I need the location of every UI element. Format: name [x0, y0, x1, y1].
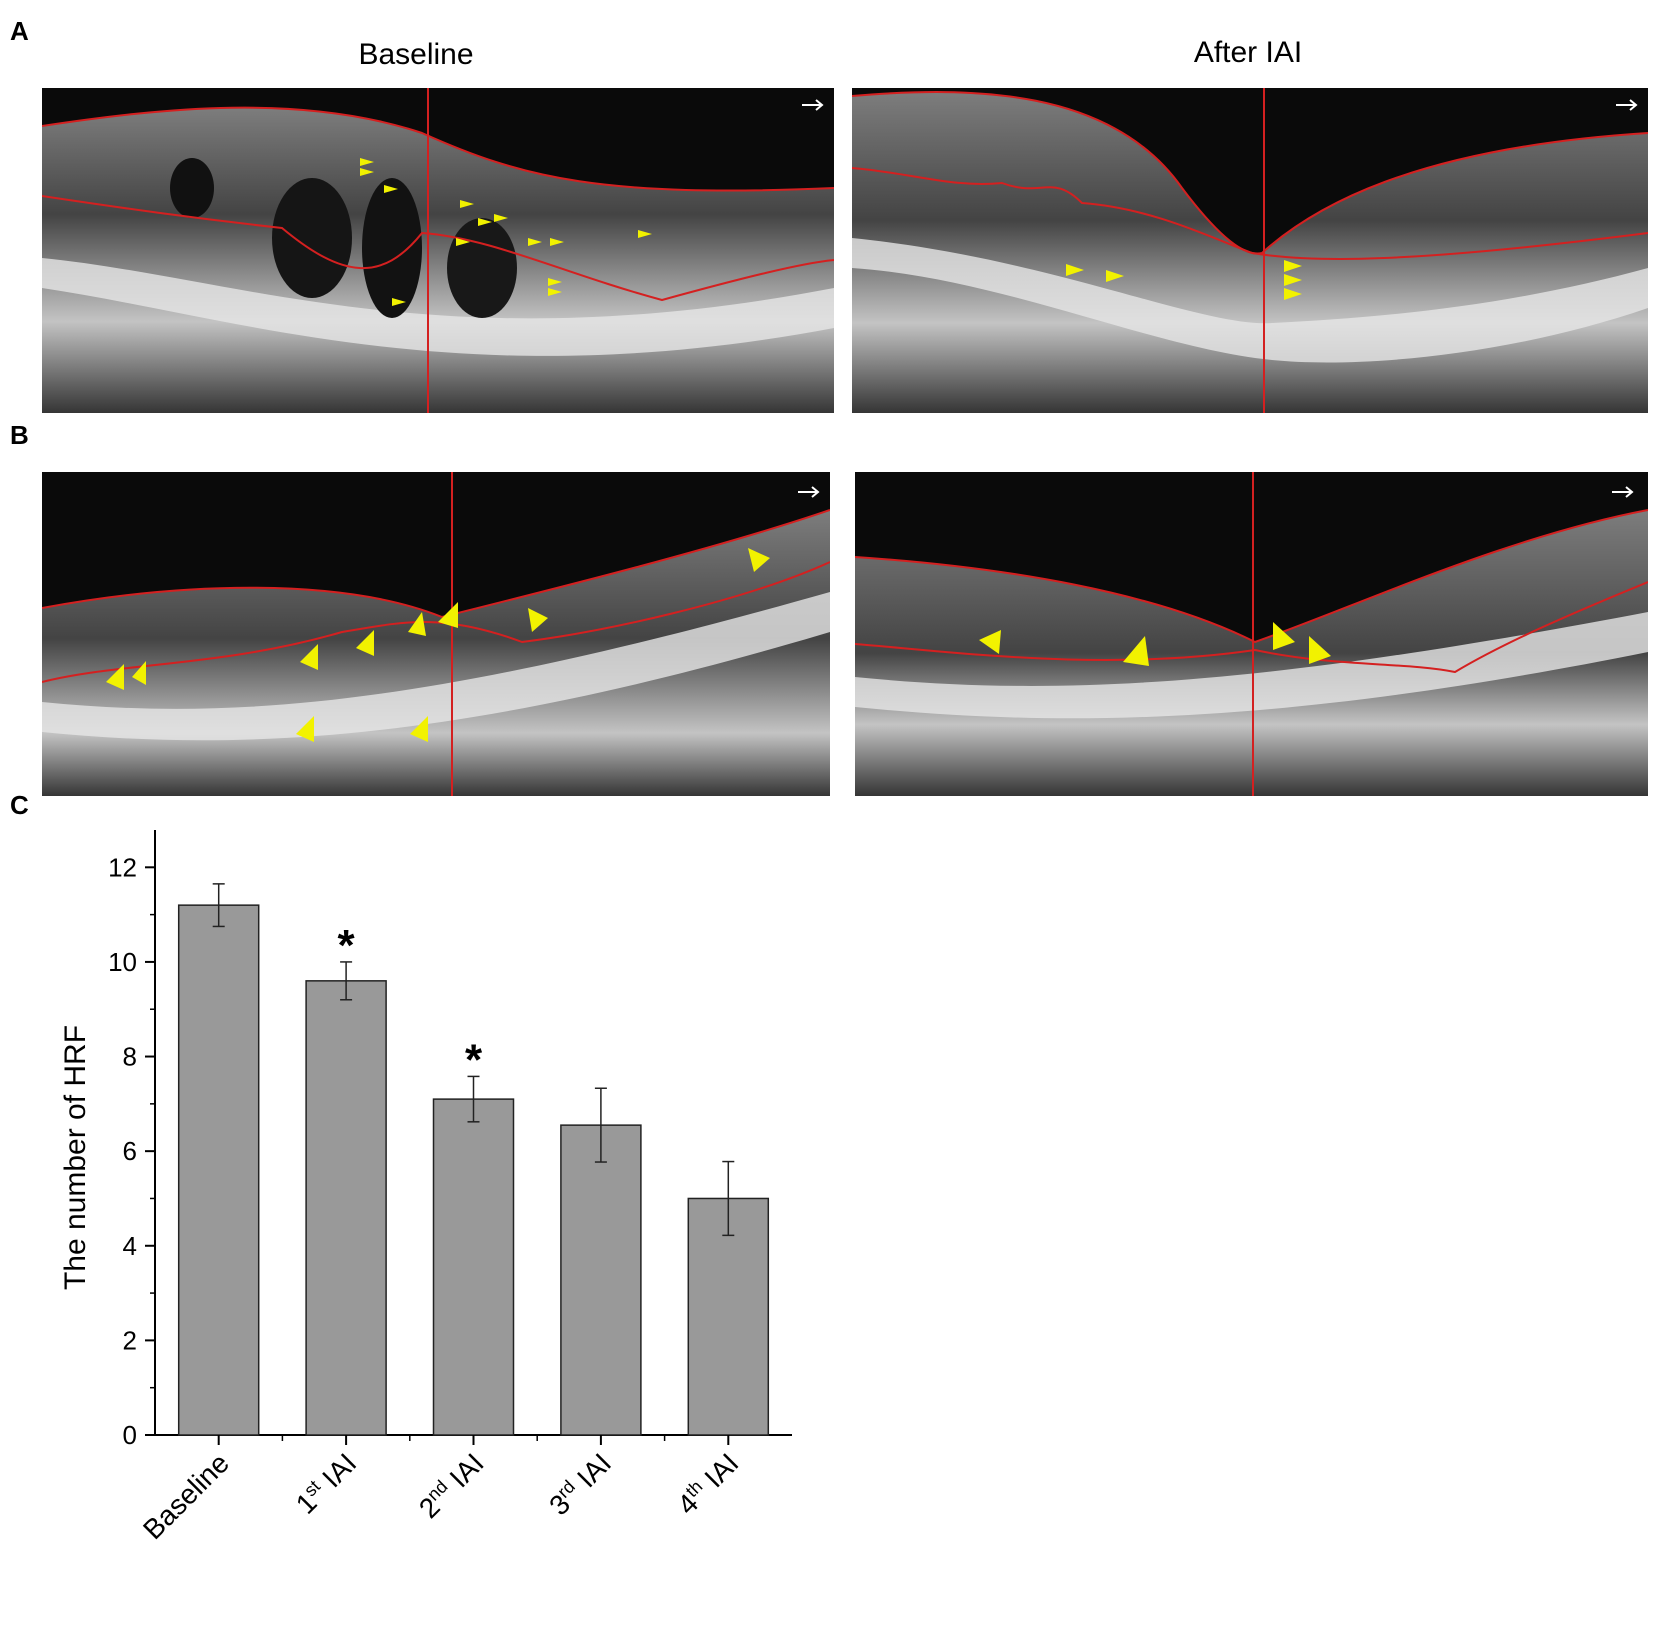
- oct-scan-b-baseline: [42, 472, 830, 796]
- hrf-bar-chart-svg: The number of HRF 0 2 4 6 8 10 12 Baseline * 1st …: [59, 830, 792, 1545]
- panel-a-letter: A: [10, 16, 29, 46]
- x-category-label: Baseline: [137, 1447, 235, 1545]
- bar-0: [177, 904, 260, 1436]
- significance-star: *: [465, 1035, 483, 1084]
- after-iai-column-title: After IAI: [1193, 36, 1303, 69]
- y-axis-label: The number of HRF: [59, 1025, 92, 1290]
- oct-scan-b-after-iai: [855, 472, 1648, 796]
- baseline-column-title: Baseline: [358, 38, 474, 71]
- panel-b-letter: B: [10, 420, 29, 450]
- y-tick-label: 8: [123, 1042, 137, 1072]
- significance-star: *: [338, 921, 356, 970]
- x-category-label: 2nd IAI: [412, 1447, 490, 1525]
- bar-1: [305, 980, 387, 1436]
- y-tick-label: 12: [108, 852, 137, 882]
- bar-2: [432, 1098, 515, 1436]
- y-tick-label: 10: [108, 947, 137, 977]
- x-category-label: 3rd IAI: [542, 1447, 617, 1522]
- bar-4: [687, 1197, 770, 1436]
- y-tick-label: 0: [123, 1420, 137, 1450]
- x-category-label: 1st IAI: [289, 1447, 362, 1520]
- y-tick-label: 4: [123, 1231, 137, 1261]
- oct-scan-a-after-iai: [852, 88, 1648, 413]
- bar-3: [560, 1124, 642, 1436]
- panel-c-letter: C: [10, 790, 29, 820]
- x-category-label: 4th IAI: [671, 1447, 745, 1521]
- y-tick-label: 2: [123, 1325, 137, 1355]
- y-tick-label: 6: [123, 1136, 137, 1166]
- hrf-bar-chart: The number of HRF 0 2 4 6 8 10 12 Baseline * 1st …: [0, 830, 900, 1650]
- oct-scan-a-baseline: [42, 88, 834, 413]
